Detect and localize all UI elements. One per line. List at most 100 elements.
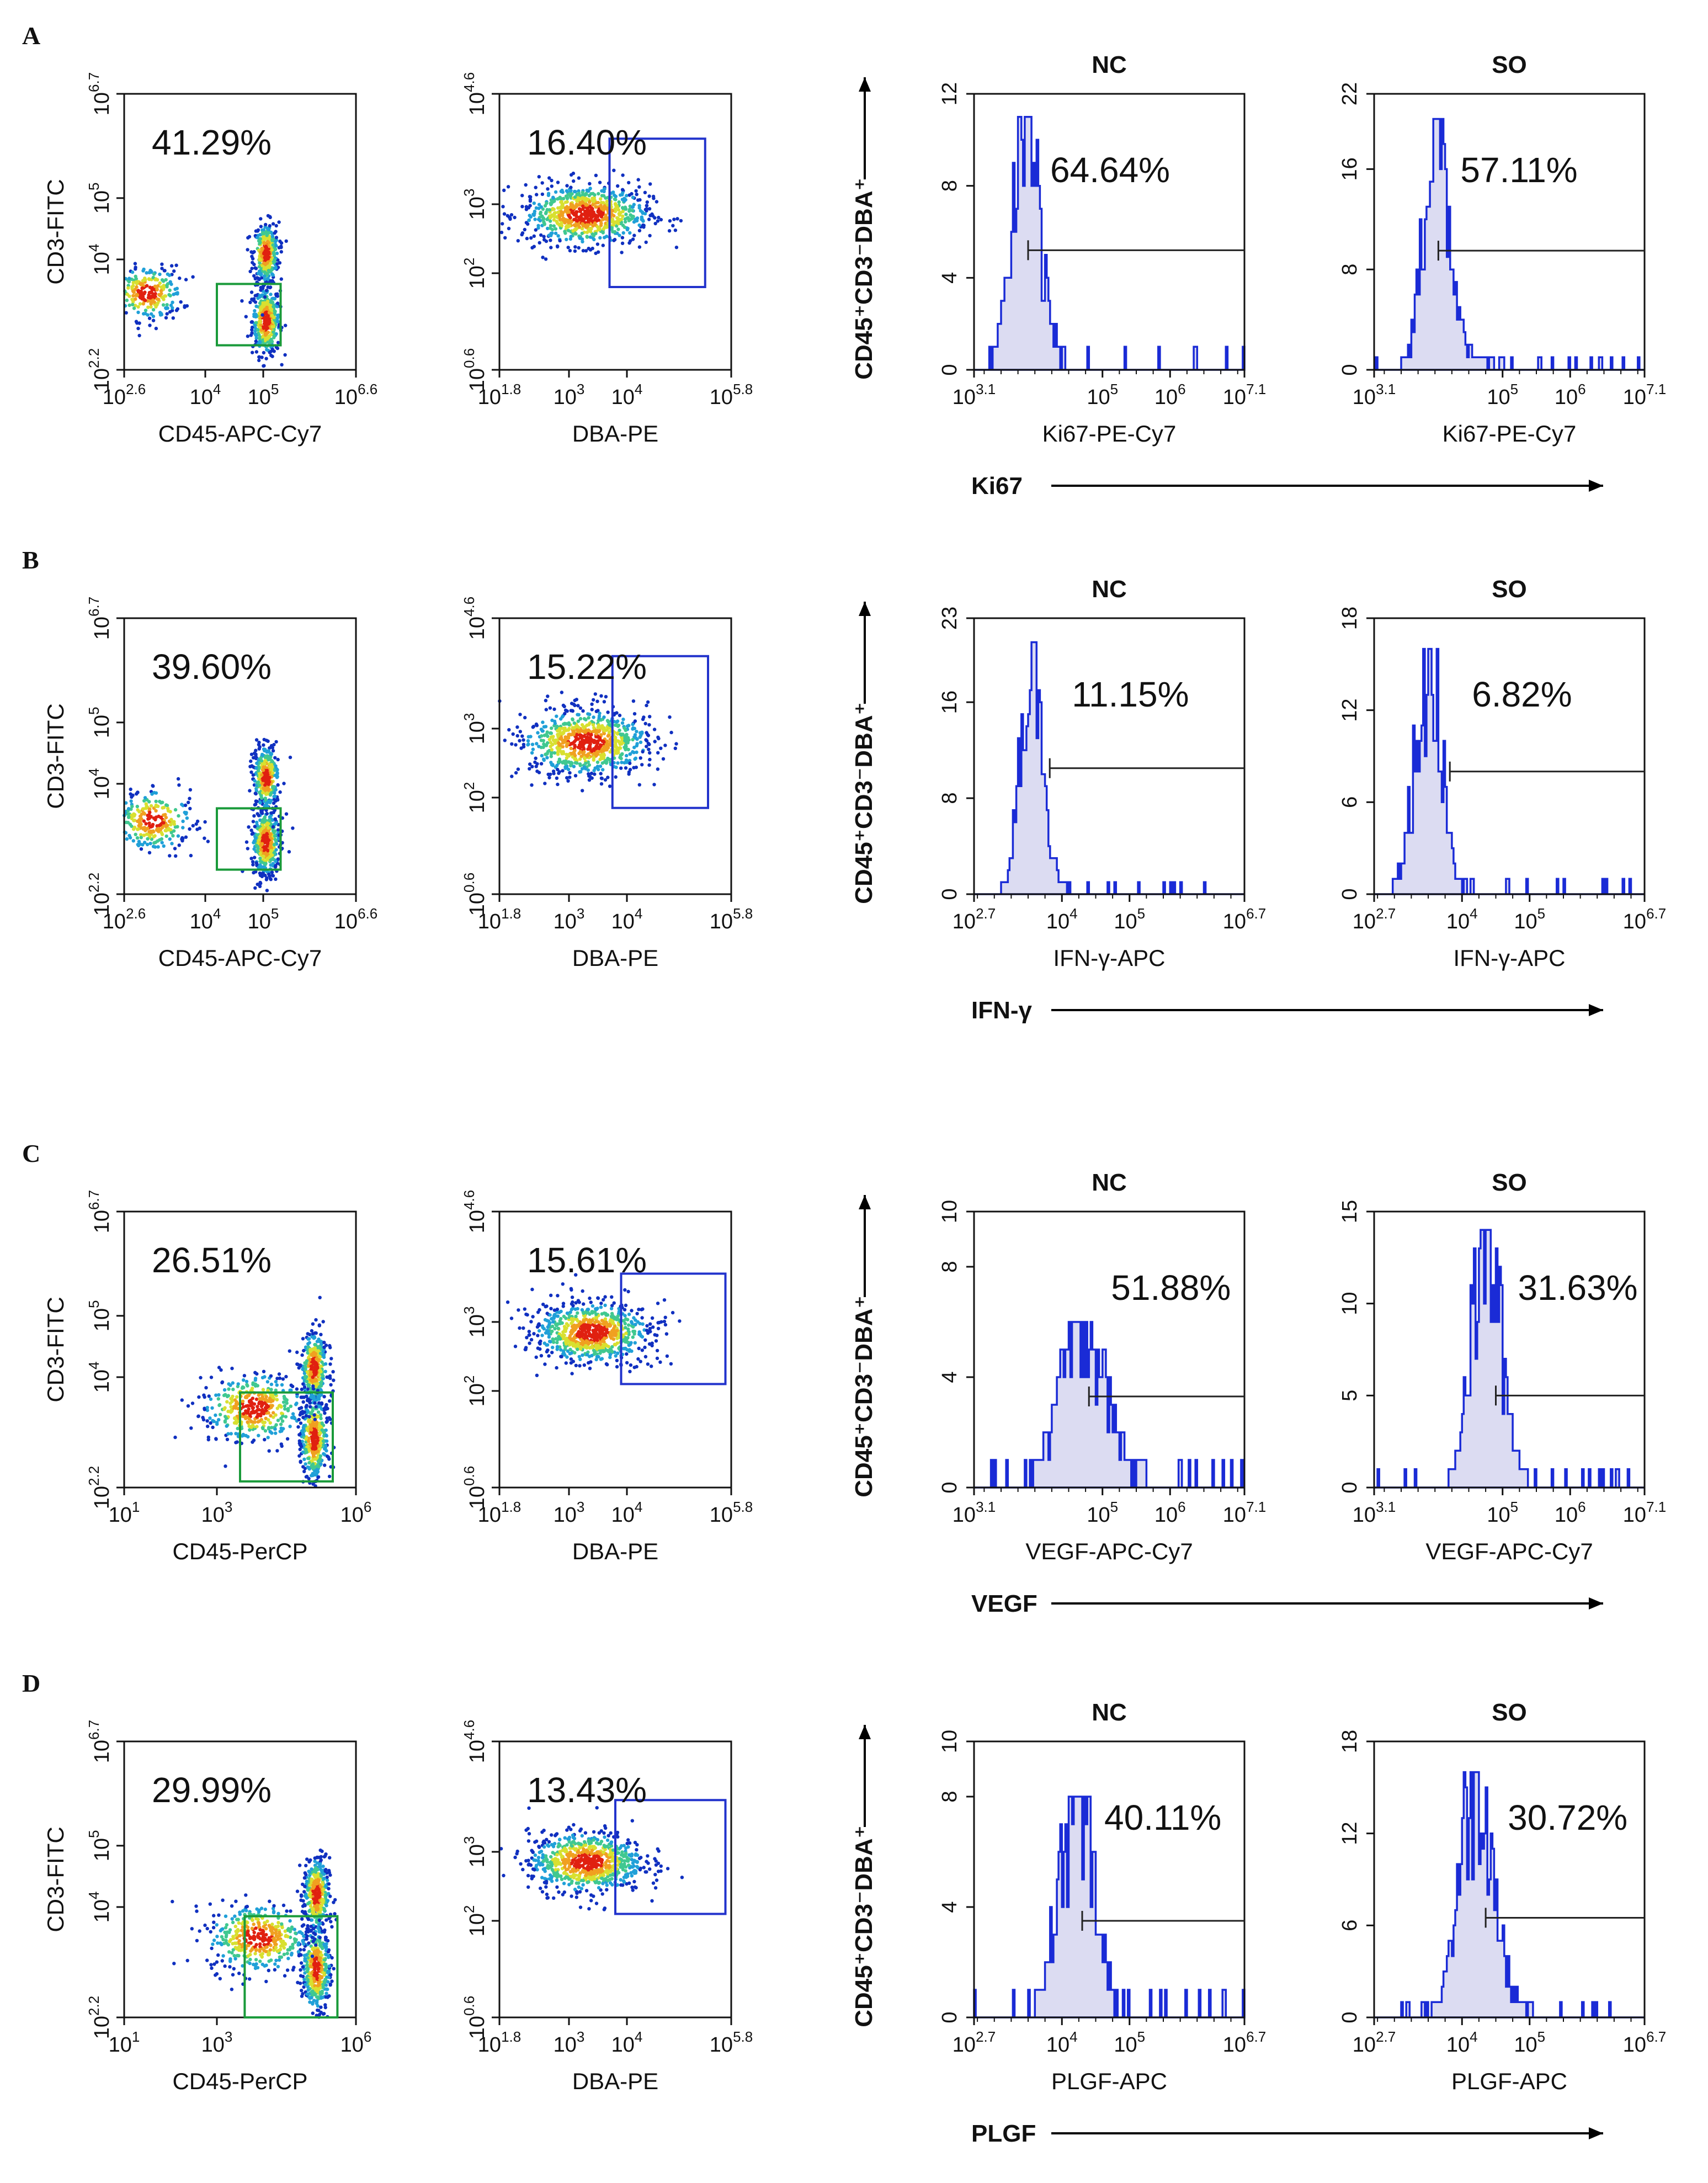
tick-base: 10 xyxy=(91,368,114,391)
event-dot xyxy=(152,300,156,304)
event-dot xyxy=(250,267,254,270)
event-dot xyxy=(318,1295,322,1299)
event-dot xyxy=(610,217,615,221)
event-dot xyxy=(582,717,587,721)
event-dot xyxy=(600,777,604,780)
event-dot xyxy=(318,1431,322,1435)
event-dot xyxy=(315,1357,318,1361)
event-dot xyxy=(317,1323,321,1327)
event-dot xyxy=(668,219,672,223)
tick-base: 10 xyxy=(1223,910,1246,933)
event-dot xyxy=(284,323,288,327)
event-dot xyxy=(287,850,291,854)
event-dot xyxy=(328,1399,332,1403)
event-dot xyxy=(129,792,132,796)
event-dot xyxy=(602,227,606,231)
event-dot xyxy=(302,1427,306,1431)
event-dot xyxy=(552,751,557,755)
histogram-title: SO xyxy=(1492,576,1527,603)
event-dot xyxy=(265,240,270,243)
event-dot xyxy=(539,727,544,731)
event-dot xyxy=(161,303,166,307)
event-dot xyxy=(304,1362,308,1366)
event-dot xyxy=(313,1346,317,1350)
event-dot xyxy=(540,734,544,738)
dba-dot-plot: 16.40%101.8 103 104 105.8100.6102103104.6DB… xyxy=(461,72,753,447)
event-dot xyxy=(254,350,259,354)
event-dot xyxy=(273,756,277,760)
event-dot xyxy=(593,739,597,743)
event-dot xyxy=(266,849,270,853)
event-dot xyxy=(603,236,606,240)
event-dot xyxy=(159,291,163,296)
event-dot xyxy=(179,300,183,304)
event-dot xyxy=(581,745,586,749)
event-dot xyxy=(142,799,146,803)
event-dot xyxy=(625,761,629,764)
event-dot xyxy=(269,863,273,867)
event-dot xyxy=(164,316,168,320)
histogram-title: NC xyxy=(1092,51,1127,78)
event-dot xyxy=(259,272,263,275)
event-dot xyxy=(184,278,188,281)
event-dot xyxy=(254,766,258,770)
event-dot xyxy=(274,848,278,852)
event-dot xyxy=(258,865,262,870)
event-dot xyxy=(640,215,644,219)
event-dot xyxy=(507,728,511,732)
event-dot xyxy=(160,832,164,836)
event-dot xyxy=(613,209,618,214)
event-dot xyxy=(615,216,619,220)
event-dot xyxy=(260,796,264,800)
event-dot xyxy=(324,1439,329,1443)
tick-label: 105 xyxy=(1087,381,1118,409)
event-dot xyxy=(592,199,596,204)
event-dot xyxy=(268,306,272,310)
event-dot xyxy=(614,194,618,199)
event-dot xyxy=(604,695,608,699)
event-dot xyxy=(308,1350,312,1353)
event-dot xyxy=(544,708,548,711)
tick-exponent: 2.7 xyxy=(1376,905,1396,922)
x-axis-label: DBA-PE xyxy=(572,421,658,447)
tick-label: 104 xyxy=(86,768,114,800)
event-dot xyxy=(256,328,260,332)
tick-exponent: 6.7 xyxy=(86,72,102,92)
event-dot xyxy=(573,249,577,253)
event-dot xyxy=(262,820,265,824)
event-dot xyxy=(146,305,150,309)
event-dot xyxy=(269,849,273,853)
plot-frame xyxy=(1373,93,1646,371)
event-dot xyxy=(180,1398,184,1402)
event-dot xyxy=(559,206,563,210)
event-dot xyxy=(587,209,592,213)
event-dot xyxy=(558,732,562,736)
event-dot xyxy=(244,315,248,318)
event-dot xyxy=(597,723,601,727)
tick-base: 10 xyxy=(1154,386,1178,409)
event-dot xyxy=(306,1409,310,1413)
event-dot xyxy=(249,770,253,774)
event-dot xyxy=(273,829,277,833)
event-dot xyxy=(606,710,610,714)
event-dot xyxy=(136,819,140,824)
event-dot xyxy=(253,886,257,890)
event-dot xyxy=(627,219,631,222)
event-dot xyxy=(151,844,156,848)
event-dot xyxy=(125,298,129,302)
event-dot xyxy=(542,757,546,761)
event-dot xyxy=(647,747,651,751)
event-dot xyxy=(169,817,173,822)
event-dot xyxy=(270,235,275,238)
y-direction-arrow-head xyxy=(859,77,871,92)
event-dot xyxy=(653,221,657,226)
event-dot xyxy=(630,205,634,209)
event-dot xyxy=(562,704,566,709)
event-dot xyxy=(506,185,510,189)
event-dot xyxy=(249,828,253,832)
event-dot xyxy=(171,300,174,304)
tick-base: 10 xyxy=(1223,386,1246,409)
event-dot xyxy=(618,741,621,745)
event-dot xyxy=(322,1406,326,1411)
event-dot xyxy=(595,752,600,756)
